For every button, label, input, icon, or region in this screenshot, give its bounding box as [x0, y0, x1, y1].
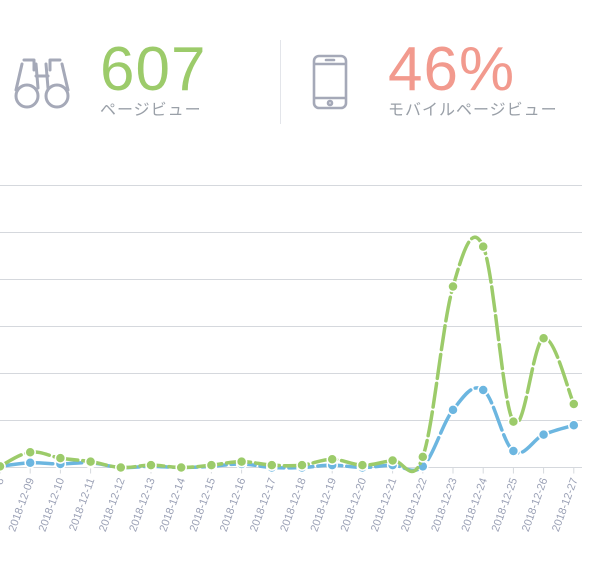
x-tick-label: 2018-12-25 — [490, 476, 521, 533]
series-0-point[interactable] — [175, 461, 187, 474]
series-0-point[interactable] — [266, 459, 278, 471]
mobile-page-views-value: 46% — [388, 35, 516, 104]
series-0-point[interactable] — [386, 454, 399, 467]
series-0-point[interactable] — [235, 455, 248, 468]
series-0-point[interactable] — [0, 460, 6, 473]
page-views-value: 607 — [100, 35, 207, 104]
series-0-point[interactable] — [84, 455, 97, 468]
x-tick-label: 2018-12-20 — [339, 476, 370, 533]
series-1-point[interactable] — [477, 384, 489, 396]
x-tick-label: 2018-12-27 — [550, 476, 581, 533]
series-1-point[interactable] — [447, 404, 459, 416]
x-tick-label: 2018-12-14 — [157, 476, 188, 533]
x-tick-label: 2018-12-19 — [308, 476, 339, 533]
mobile-page-views-stat: 46% モバイルページビュー — [282, 0, 608, 140]
series-0-point[interactable] — [417, 451, 429, 463]
series-0-point[interactable] — [356, 459, 369, 471]
x-tick-label: 2018-12-12 — [97, 476, 128, 533]
x-tick-label: 2018-12-22 — [399, 476, 430, 533]
x-tick-label: 2018-12-10 — [37, 476, 68, 533]
series-1-point[interactable] — [537, 428, 550, 441]
smartphone-icon — [312, 54, 348, 110]
series-0-point[interactable] — [115, 461, 127, 474]
series-line-0 — [0, 235, 576, 474]
x-tick-label: 2018-12-13 — [127, 476, 158, 533]
mobile-page-views-label: モバイルページビュー — [388, 102, 558, 119]
x-tick-label: 2018-12-23 — [429, 476, 460, 533]
series-0-point[interactable] — [537, 332, 550, 344]
series-line-1 — [0, 386, 576, 473]
x-tick-label: 2018-12-18 — [278, 476, 309, 533]
series-1-point[interactable] — [568, 419, 580, 431]
x-tick-label: 2018-12-15 — [188, 476, 219, 533]
x-tick-label: 2018-12-17 — [248, 476, 279, 533]
stats-divider — [280, 40, 281, 124]
series-0-point[interactable] — [205, 459, 218, 471]
x-tick-label: 2018-12-09 — [6, 476, 37, 533]
series-0-point[interactable] — [477, 240, 489, 253]
x-tick-label: 2018-12-21 — [369, 476, 400, 533]
series-0-point[interactable] — [145, 459, 157, 471]
x-tick-label: 2018-12-26 — [520, 476, 551, 533]
binoculars-icon — [14, 58, 70, 109]
page-views-stat: 607 ページビュー — [0, 0, 280, 140]
x-tick-label: 2018-12-16 — [218, 476, 249, 533]
x-tick-label: 8 — [0, 476, 7, 486]
series-0-point[interactable] — [568, 398, 580, 410]
series-0-point[interactable] — [24, 446, 36, 458]
x-tick-label: 2018-12-11 — [67, 476, 97, 532]
series-0-point[interactable] — [326, 453, 338, 466]
series-0-point[interactable] — [54, 452, 67, 464]
series-1-point[interactable] — [507, 445, 520, 457]
page-views-label: ページビュー — [100, 102, 202, 119]
series-1-point[interactable] — [24, 457, 36, 469]
series-0-point[interactable] — [296, 459, 308, 471]
series-0-point[interactable] — [507, 415, 520, 428]
x-tick-label: 2018-12-24 — [459, 476, 490, 533]
series-0-point[interactable] — [447, 280, 459, 293]
